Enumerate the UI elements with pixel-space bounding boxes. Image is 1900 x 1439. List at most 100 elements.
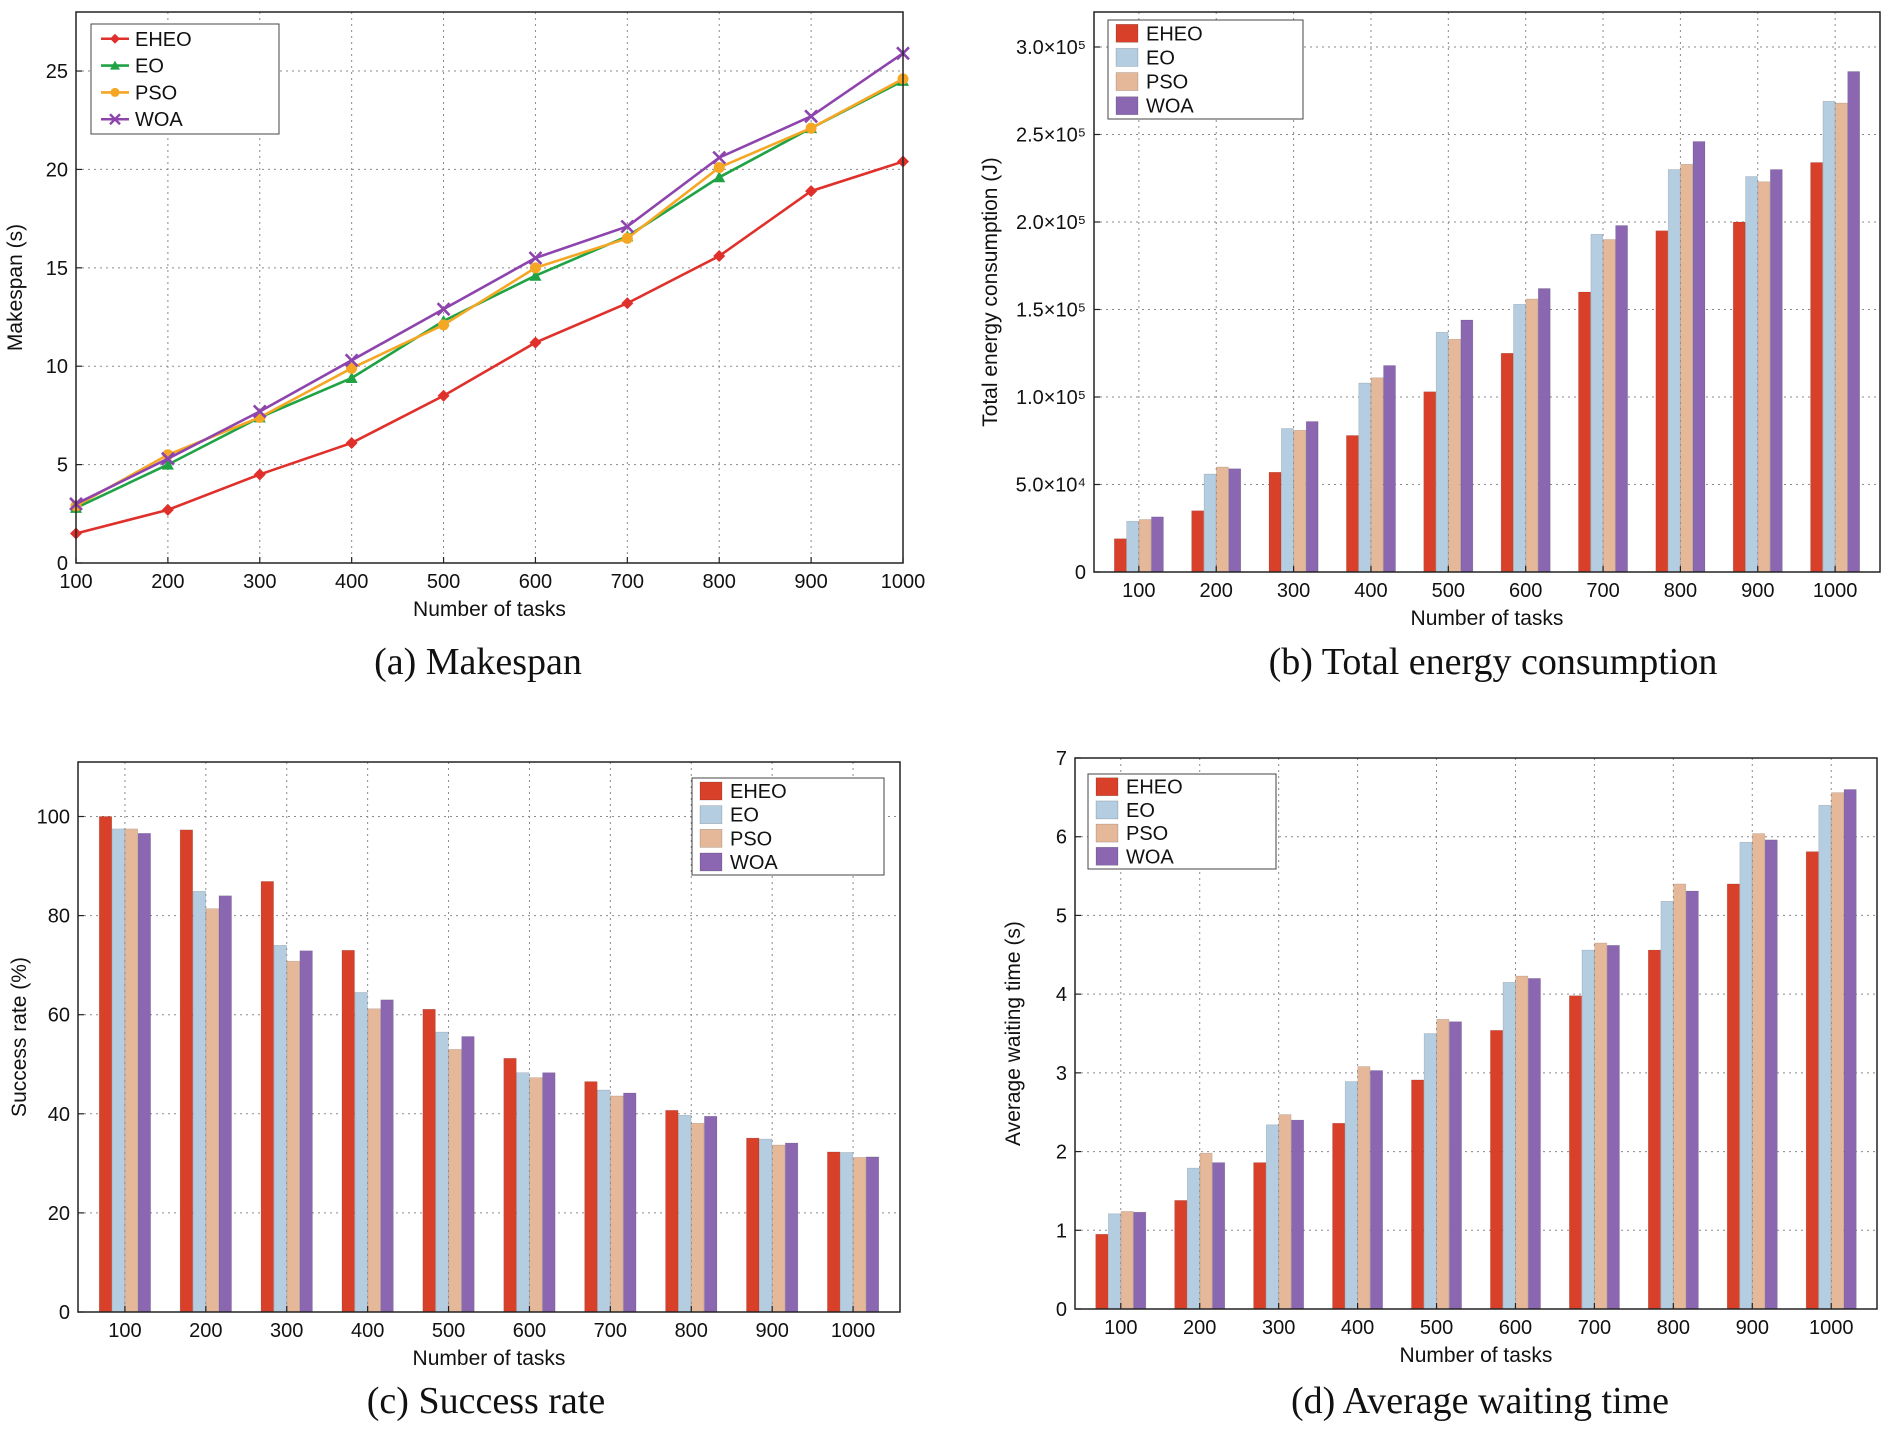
- bar-eo: [111, 828, 126, 1313]
- x-tick-label: 400: [351, 1320, 384, 1342]
- bar-eo: [1745, 176, 1758, 573]
- y-tick-label: 5: [57, 455, 68, 477]
- bar-eheo: [1578, 291, 1591, 573]
- bar-woa: [1291, 1119, 1305, 1310]
- x-tick-label: 800: [1657, 1317, 1690, 1339]
- legend-label: EHEO: [1146, 23, 1203, 45]
- bar-eheo: [1810, 162, 1823, 573]
- bar-eheo: [1268, 471, 1282, 573]
- bar-eo: [1502, 982, 1516, 1310]
- data-point-woa: [528, 251, 543, 265]
- y-tick-label: 15: [46, 258, 68, 280]
- bar-eheo: [1411, 1079, 1425, 1310]
- x-tick-label: 900: [755, 1320, 788, 1342]
- x-tick-label: 1000: [1813, 580, 1858, 602]
- bar-pso: [772, 1144, 786, 1313]
- bar-eo: [678, 1114, 692, 1313]
- bar-eheo: [665, 1110, 679, 1313]
- x-tick-label: 700: [611, 571, 644, 593]
- y-axis-label: Makespan (s): [4, 224, 27, 351]
- bar-woa: [1527, 978, 1541, 1310]
- y-tick-label: 80: [48, 906, 70, 928]
- y-tick-label: 60: [48, 1005, 70, 1027]
- bar-eo: [1186, 1167, 1200, 1310]
- data-point-woa: [620, 219, 635, 234]
- bar-woa: [461, 1036, 475, 1313]
- bar-eheo: [1095, 1233, 1109, 1310]
- bar-woa: [1847, 71, 1860, 573]
- x-tick-label: 100: [59, 571, 92, 593]
- bar-woa: [1305, 421, 1319, 573]
- data-point-eheo: [253, 468, 266, 481]
- bar-eheo: [1332, 1122, 1346, 1310]
- bar-woa: [542, 1072, 556, 1313]
- bar-eheo: [503, 1058, 517, 1313]
- y-axis-label: Total energy consumption (J): [979, 157, 1002, 427]
- bar-pso: [124, 828, 138, 1313]
- bar-woa: [623, 1092, 637, 1313]
- y-tick-label: 40: [48, 1104, 70, 1126]
- y-axis-label: Average waiting time (s): [1002, 921, 1025, 1146]
- bar-pso: [1370, 377, 1384, 573]
- bar-woa: [1449, 1021, 1462, 1310]
- legend-swatch-eo: [699, 805, 723, 824]
- legend-label: PSO: [1126, 823, 1168, 845]
- bar-pso: [1752, 833, 1766, 1310]
- series-line-eheo: [75, 160, 904, 535]
- x-tick-label: 500: [427, 571, 460, 593]
- bar-eo: [1822, 100, 1836, 573]
- x-axis-label: Number of tasks: [1400, 1344, 1553, 1367]
- x-tick-label: 300: [243, 571, 276, 593]
- legend-label: PSO: [135, 82, 177, 104]
- panel-caption: (b) Total energy consumption: [1269, 641, 1718, 683]
- bar-pso: [1278, 1114, 1292, 1310]
- legend-label: EO: [1126, 800, 1155, 822]
- x-tick-label: 900: [794, 571, 827, 593]
- bar-woa: [1460, 319, 1474, 573]
- legend-box: [90, 23, 280, 135]
- bar-eo: [759, 1138, 773, 1313]
- x-tick-label: 300: [1262, 1317, 1295, 1339]
- y-tick-label: 0: [1075, 562, 1086, 584]
- bar-pso: [610, 1095, 624, 1313]
- bar-woa: [1770, 169, 1783, 573]
- data-point-woa: [712, 150, 727, 165]
- bar-woa: [1151, 516, 1164, 573]
- legend-marker: [110, 87, 120, 97]
- chart-a: 0 5 10 15 20 25 100 200 300 400 500 600 700 800 900 100…: [4, 11, 925, 683]
- bar-pso: [1138, 519, 1152, 573]
- bar-pso: [1293, 429, 1307, 573]
- data-point-pso: [805, 122, 817, 134]
- y-tick-label: 3.0×10⁵: [1016, 37, 1086, 59]
- bar-eo: [1435, 331, 1449, 573]
- chart-c: 0 20 40 60 80 100 100 200 300 400 500 600 700 800 900 1…: [8, 761, 901, 1422]
- y-tick-label: 1: [1056, 1220, 1067, 1242]
- bar-eo: [1108, 1213, 1121, 1310]
- legend-swatch-eo: [1115, 48, 1139, 67]
- y-tick-label: 10: [46, 356, 68, 378]
- x-tick-label: 800: [675, 1320, 708, 1342]
- data-point-pso: [713, 161, 725, 173]
- legend-label: PSO: [730, 828, 772, 850]
- bar-eo: [597, 1089, 611, 1313]
- bar-pso: [1680, 163, 1693, 573]
- legend-swatch-woa: [699, 852, 723, 872]
- y-tick-label: 2: [1056, 1142, 1067, 1164]
- x-tick-label: 500: [1432, 580, 1465, 602]
- bar-eo: [1203, 473, 1217, 573]
- legend-box: [1087, 773, 1277, 870]
- x-tick-label: 500: [432, 1320, 465, 1342]
- bar-pso: [448, 1049, 462, 1313]
- bar-woa: [1228, 468, 1242, 573]
- bar-eo: [1590, 233, 1604, 573]
- bar-pso: [1216, 466, 1229, 573]
- bar-eo: [1265, 1124, 1279, 1310]
- plot-frame: [77, 761, 901, 1313]
- legend-label: EO: [135, 56, 164, 78]
- y-tick-label: 20: [48, 1203, 70, 1225]
- x-tick-label: 600: [519, 571, 552, 593]
- bar-eo: [354, 992, 368, 1313]
- x-tick-label: 500: [1420, 1317, 1453, 1339]
- bar-woa: [137, 833, 151, 1313]
- bar-pso: [1357, 1066, 1371, 1310]
